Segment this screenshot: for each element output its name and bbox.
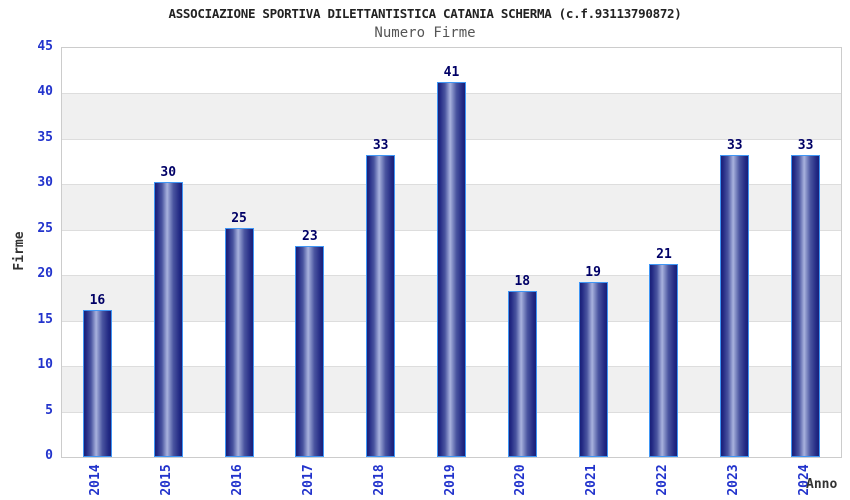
bar-2016	[224, 227, 254, 457]
bar-2015	[153, 182, 183, 457]
bar-value-label: 25	[231, 210, 247, 226]
bar-value-label: 19	[585, 265, 601, 281]
bar-2018	[366, 155, 396, 457]
bar-value-label: 41	[443, 65, 460, 81]
y-tick-label: 0	[45, 448, 53, 463]
x-tick-label: 2017	[300, 464, 316, 496]
bar-value-label: 30	[160, 165, 177, 181]
bar-value-label: 33	[372, 138, 389, 154]
y-tick-label: 10	[37, 357, 53, 373]
bar-2020	[507, 291, 537, 457]
x-tick-label: 2023	[725, 464, 741, 496]
x-axis-title: Anno	[806, 477, 838, 492]
y-tick-label: 5	[45, 402, 53, 418]
chart-subtitle: Numero Firme	[374, 25, 476, 41]
bar-value-label: 23	[302, 228, 318, 244]
bar-value-label: 16	[89, 292, 106, 308]
y-tick-label: 20	[37, 266, 53, 282]
x-tick-label: 2019	[442, 464, 458, 496]
plot-area: 16 30 25 23 33 41 18 19 21 33 33	[61, 47, 842, 458]
bar-value-label: 18	[514, 274, 531, 290]
x-tick-label: 2020	[513, 464, 529, 496]
x-tick-label: 2021	[584, 464, 600, 496]
y-tick-label: 25	[37, 220, 53, 236]
bar-2017	[295, 245, 325, 457]
bar-2023	[720, 155, 750, 457]
bar-2024	[791, 155, 821, 457]
x-tick-label: 2018	[371, 464, 387, 496]
x-tick-label: 2014	[88, 464, 104, 496]
bar-value-label: 33	[726, 138, 743, 154]
y-tick-label: 15	[37, 311, 53, 327]
x-tick-label: 2022	[654, 464, 670, 496]
bar-2021	[578, 282, 608, 457]
y-tick-label: 35	[37, 129, 53, 145]
x-tick-label: 2015	[159, 464, 175, 496]
bar-2019	[437, 82, 466, 457]
bar-value-label: 21	[656, 247, 672, 263]
y-tick-label: 45	[37, 39, 53, 54]
bar-2014	[82, 309, 112, 457]
bar-value-label: 33	[797, 138, 814, 154]
chart-title: ASSOCIAZIONE SPORTIVA DILETTANTISTICA CA…	[168, 6, 682, 21]
y-tick-label: 30	[37, 175, 53, 191]
x-tick-label: 2016	[230, 464, 246, 496]
bar-2022	[649, 264, 679, 457]
y-tick-label: 40	[37, 84, 53, 100]
